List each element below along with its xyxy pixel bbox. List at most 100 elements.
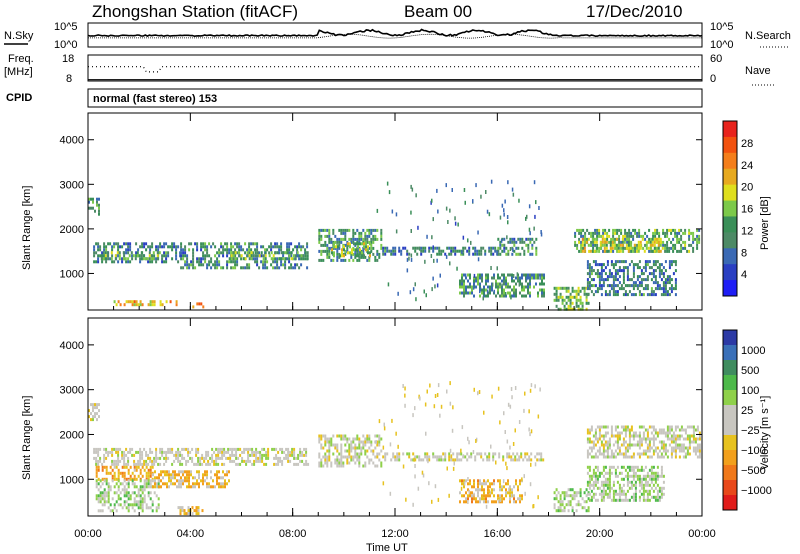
heatmap-cell bbox=[166, 473, 168, 477]
heatmap-cell bbox=[241, 456, 244, 460]
heatmap-cell bbox=[636, 243, 639, 247]
heatmap-cell bbox=[636, 443, 639, 447]
heatmap-cell bbox=[521, 273, 523, 277]
heatmap-cell bbox=[688, 443, 691, 447]
heatmap-cell bbox=[219, 456, 222, 460]
heatmap-cell bbox=[344, 243, 347, 247]
heatmap-cell bbox=[370, 243, 373, 247]
heatmap-cell bbox=[135, 485, 138, 489]
heatmap-cell bbox=[232, 245, 235, 249]
heatmap-cell bbox=[515, 282, 517, 286]
heatmap-cell bbox=[92, 197, 94, 201]
heatmap-cell bbox=[490, 444, 492, 449]
heatmap-cell bbox=[652, 440, 655, 444]
heatmap-cell bbox=[588, 465, 591, 469]
heatmap-cell bbox=[304, 257, 307, 261]
heatmap-cell bbox=[461, 279, 463, 283]
heatmap-cell bbox=[588, 266, 591, 270]
heatmap-cell bbox=[165, 450, 168, 454]
heatmap-cell bbox=[515, 288, 517, 292]
heatmap-cell bbox=[113, 477, 116, 481]
heatmap-cell bbox=[123, 450, 126, 454]
heatmap-cell bbox=[571, 506, 574, 510]
heatmap-cell bbox=[144, 257, 147, 261]
heatmap-cell bbox=[608, 293, 611, 297]
heatmap-cell bbox=[350, 443, 353, 447]
heatmap-cell bbox=[598, 249, 601, 253]
heatmap-cell bbox=[688, 425, 691, 429]
heatmap-cell bbox=[614, 440, 617, 444]
heatmap-cell bbox=[640, 272, 643, 276]
heatmap-cell bbox=[509, 273, 511, 277]
heatmap-cell bbox=[594, 272, 597, 276]
heatmap-cell bbox=[507, 491, 509, 495]
heatmap-cell bbox=[201, 456, 204, 460]
colorbar-segment bbox=[723, 375, 737, 391]
heatmap-cell bbox=[640, 437, 643, 441]
heatmap-cell bbox=[99, 254, 102, 258]
heatmap-cell bbox=[129, 474, 132, 478]
heatmap-cell bbox=[497, 499, 500, 504]
heatmap-cell bbox=[205, 453, 208, 457]
heatmap-cell bbox=[220, 266, 223, 270]
nsky-tick-top: 10^5 bbox=[54, 21, 78, 33]
heatmap-cell bbox=[111, 509, 114, 513]
heatmap-cell bbox=[504, 199, 506, 204]
heatmap-cell bbox=[654, 437, 657, 441]
heatmap-cell bbox=[557, 506, 560, 510]
heatmap-cell bbox=[626, 428, 629, 432]
heatmap-cell bbox=[352, 437, 355, 441]
heatmap-cell bbox=[507, 402, 510, 407]
heatmap-cell bbox=[586, 431, 589, 435]
heatmap-cell bbox=[622, 260, 625, 264]
heatmap-cell bbox=[374, 234, 377, 238]
heatmap-cell bbox=[529, 291, 531, 295]
heatmap-cell bbox=[591, 237, 594, 241]
heatmap-cell bbox=[515, 500, 517, 504]
heatmap-cell bbox=[541, 276, 543, 280]
heatmap-cell bbox=[268, 254, 271, 258]
heatmap-cell bbox=[652, 428, 655, 432]
heatmap-cell bbox=[277, 456, 280, 460]
heatmap-cell bbox=[632, 483, 635, 487]
heatmap-cell bbox=[598, 492, 601, 496]
heatmap-cell bbox=[115, 482, 118, 486]
heatmap-cell bbox=[688, 234, 691, 238]
heatmap-cell bbox=[275, 462, 278, 466]
heatmap-cell bbox=[107, 500, 110, 504]
heatmap-cell bbox=[328, 458, 331, 462]
heatmap-cell bbox=[186, 473, 188, 477]
heatmap-cell bbox=[414, 282, 416, 287]
heatmap-cell bbox=[511, 237, 514, 241]
heatmap-cell bbox=[370, 246, 373, 250]
heatmap-cell bbox=[588, 440, 591, 444]
heatmap-cell bbox=[432, 276, 434, 281]
heatmap-cell bbox=[175, 254, 178, 258]
heatmap-cell bbox=[286, 248, 289, 252]
heatmap-cell bbox=[111, 462, 114, 466]
heatmap-cell bbox=[468, 252, 471, 256]
heatmap-cell bbox=[119, 482, 122, 486]
heatmap-cell bbox=[192, 305, 195, 309]
heatmap-cell bbox=[130, 251, 133, 255]
heatmap-cell bbox=[143, 242, 146, 246]
heatmap-cell bbox=[606, 275, 609, 279]
heatmap-cell bbox=[149, 447, 152, 451]
heatmap-cell bbox=[606, 284, 609, 288]
heatmap-cell bbox=[121, 465, 124, 469]
heatmap-cell bbox=[624, 237, 627, 241]
heatmap-cell bbox=[615, 246, 618, 250]
heatmap-cell bbox=[241, 450, 244, 454]
heatmap-cell bbox=[190, 470, 192, 474]
heatmap-cell bbox=[226, 473, 228, 477]
heatmap-cell bbox=[234, 266, 237, 270]
heatmap-cell bbox=[652, 495, 655, 499]
heatmap-cell bbox=[351, 248, 353, 252]
heatmap-cell bbox=[406, 249, 409, 253]
heatmap-cell bbox=[412, 246, 415, 250]
heatmap-cell bbox=[473, 294, 475, 298]
heatmap-cell bbox=[366, 228, 369, 232]
heatmap-cell bbox=[318, 231, 321, 235]
heatmap-cell bbox=[297, 456, 300, 460]
heatmap-cell bbox=[499, 285, 501, 289]
